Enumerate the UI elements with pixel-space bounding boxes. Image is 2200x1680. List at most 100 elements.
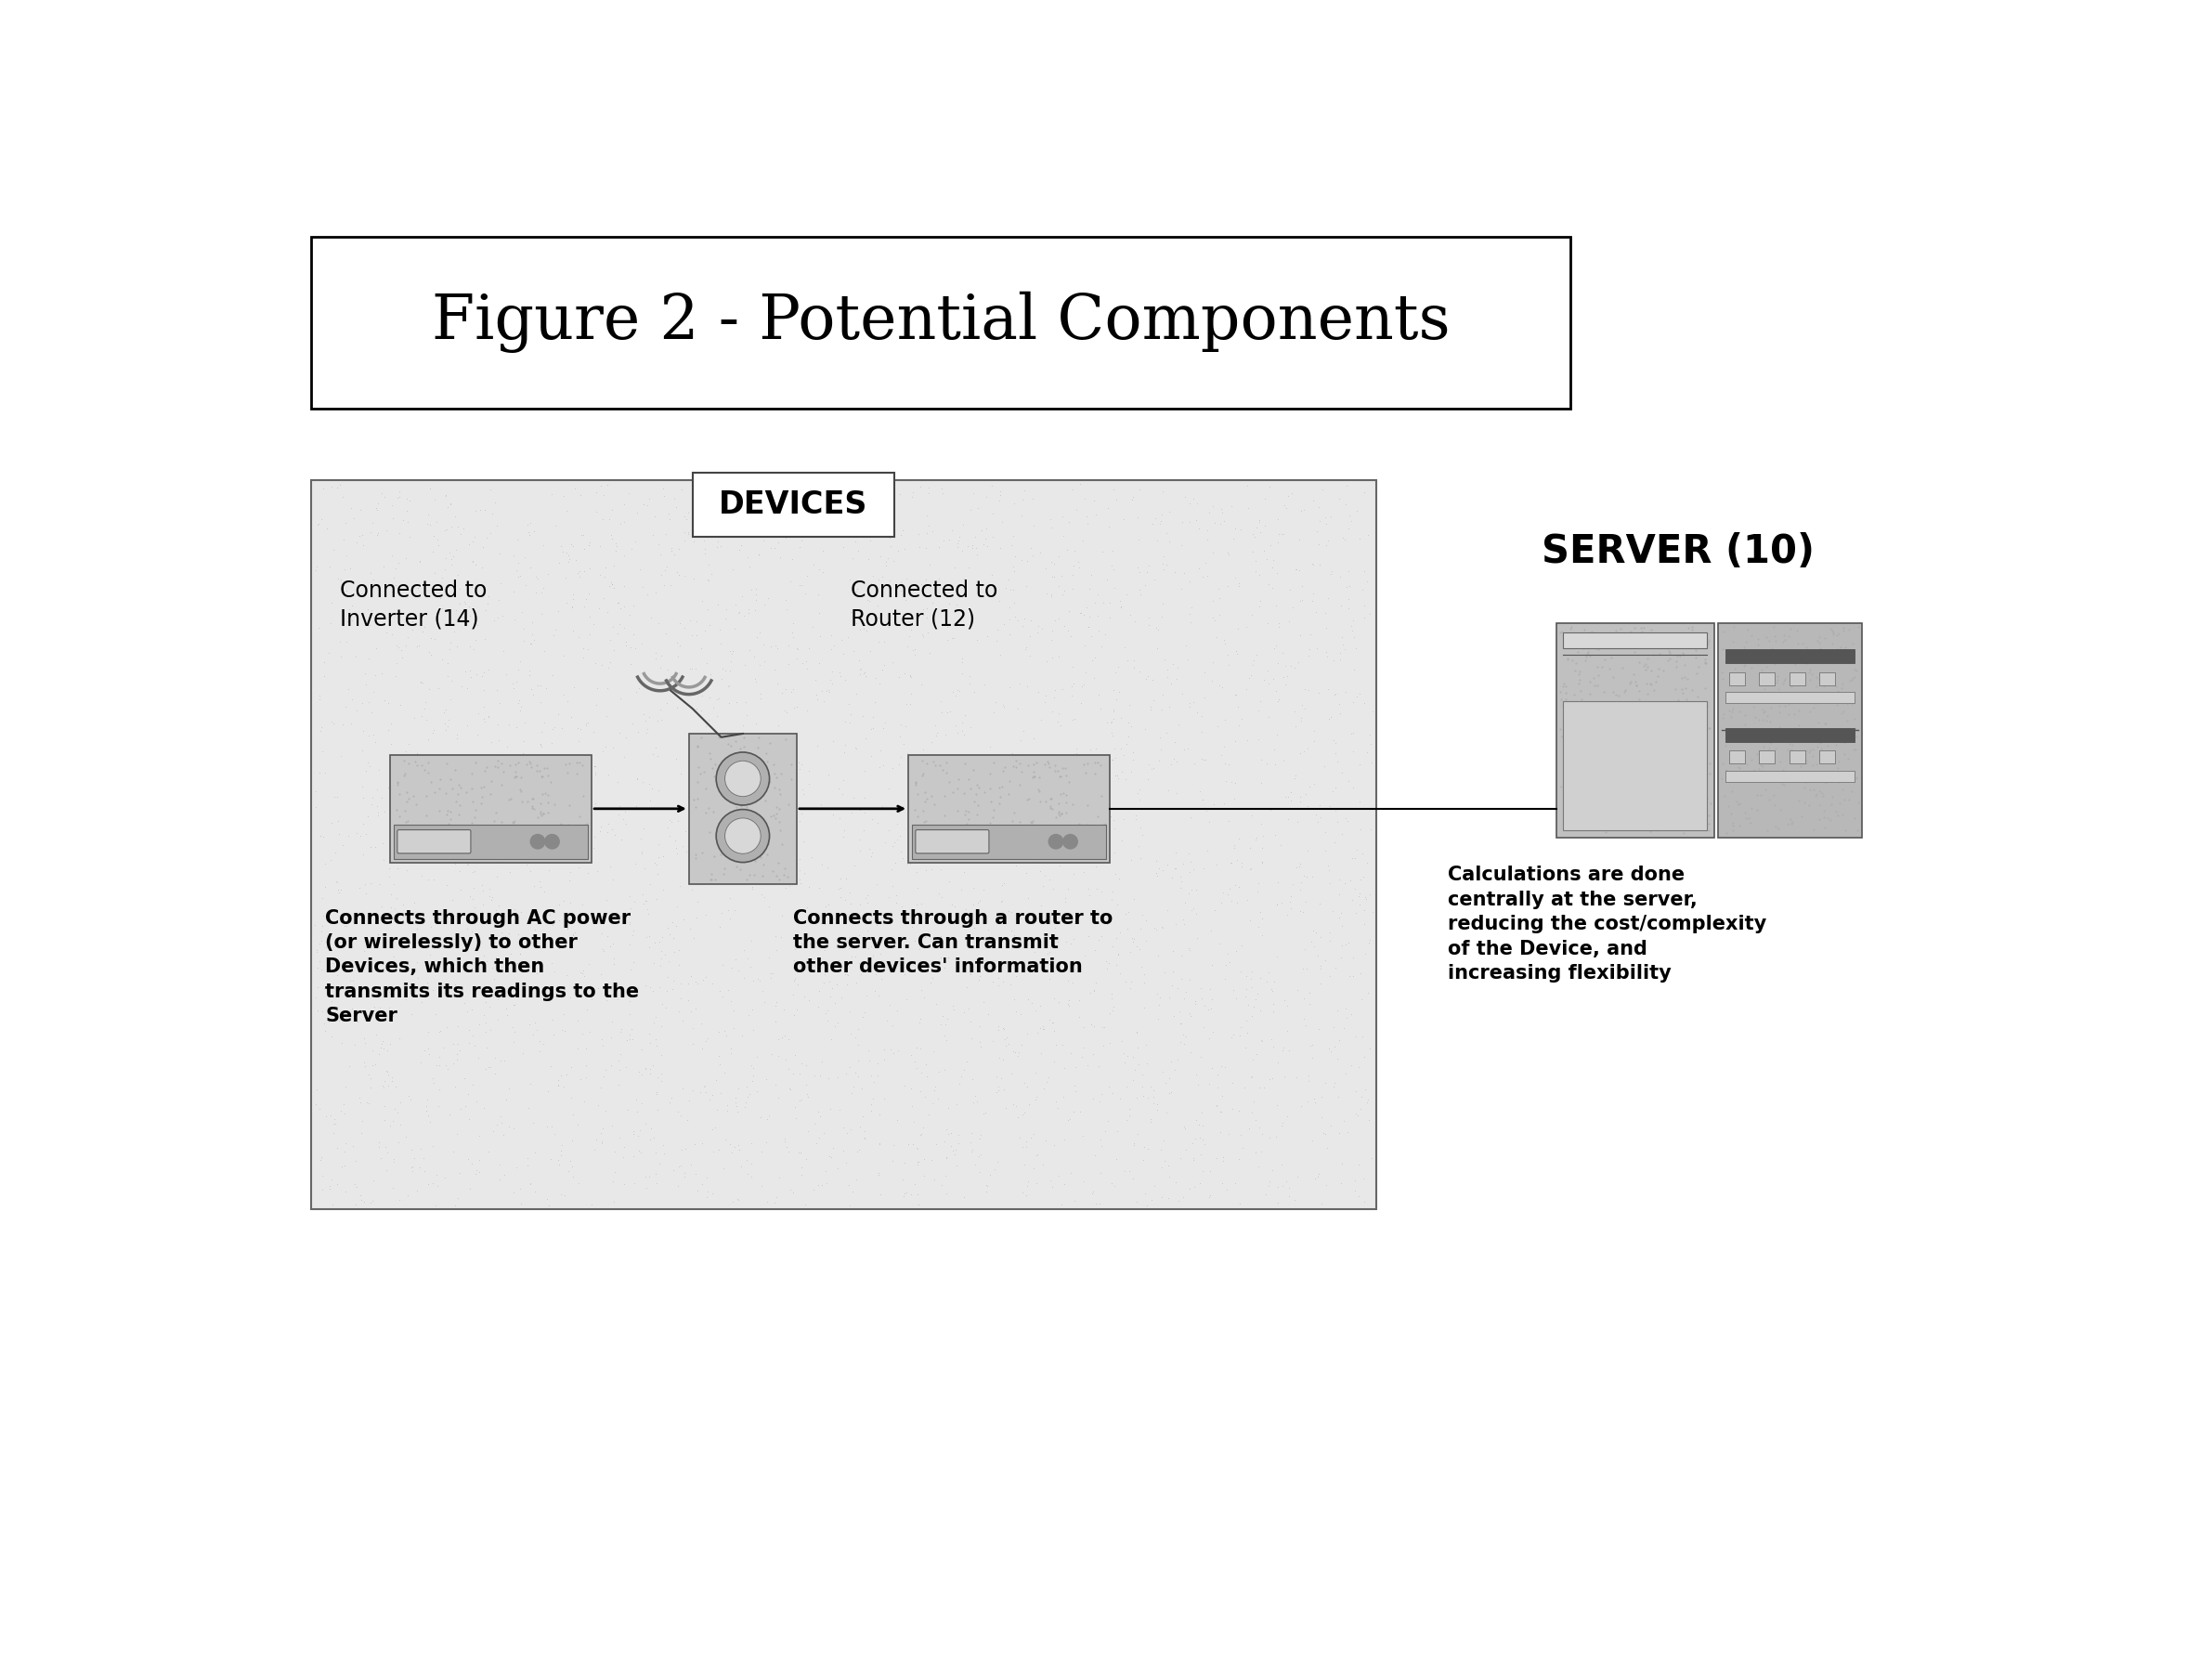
Point <box>1168 1023 1203 1050</box>
Point <box>471 702 506 729</box>
Point <box>1065 672 1100 699</box>
Point <box>649 553 684 580</box>
Point <box>733 1080 768 1107</box>
Point <box>1120 1052 1155 1079</box>
Point <box>609 632 645 659</box>
Point <box>1091 605 1126 632</box>
Point <box>557 919 592 946</box>
Point <box>1241 507 1276 534</box>
Point <box>403 1048 438 1075</box>
Point <box>1036 843 1071 870</box>
Point <box>717 1134 752 1161</box>
Point <box>957 916 992 942</box>
Point <box>807 911 843 937</box>
Point <box>675 877 711 904</box>
Point <box>735 1016 770 1043</box>
Point <box>328 694 363 721</box>
Point <box>411 941 447 968</box>
Point <box>627 707 662 734</box>
Point <box>1280 976 1316 1003</box>
Point <box>383 1089 418 1116</box>
Point <box>1230 885 1265 912</box>
Point <box>392 1082 427 1109</box>
Point <box>1034 1168 1069 1194</box>
Point <box>1192 976 1228 1003</box>
Point <box>884 845 920 872</box>
Point <box>1115 1166 1151 1193</box>
Point <box>924 830 959 857</box>
Point <box>367 976 403 1003</box>
Point <box>1140 617 1175 643</box>
Point <box>1157 1057 1192 1084</box>
Point <box>735 875 770 902</box>
Point <box>1067 632 1102 659</box>
Point <box>1302 924 1338 951</box>
Point <box>1269 494 1305 521</box>
Point <box>759 922 794 949</box>
Point <box>1120 1188 1155 1215</box>
Point <box>1012 766 1047 793</box>
Point <box>557 842 592 869</box>
Point <box>968 1099 1003 1126</box>
Point <box>1338 1100 1373 1127</box>
Point <box>895 914 931 941</box>
Point <box>792 771 827 798</box>
Point <box>554 581 590 608</box>
Point <box>640 531 675 558</box>
Point <box>816 727 851 754</box>
Point <box>427 517 462 544</box>
Point <box>840 922 876 949</box>
Point <box>400 575 436 601</box>
Point <box>950 744 986 771</box>
Point <box>1234 662 1269 689</box>
Point <box>592 654 627 680</box>
Point <box>612 911 647 937</box>
Point <box>1107 969 1142 996</box>
Point <box>612 1021 647 1048</box>
Point <box>713 672 748 699</box>
Point <box>1067 601 1102 628</box>
Point <box>755 778 790 805</box>
Point <box>535 949 570 976</box>
Point <box>429 716 464 743</box>
Point <box>502 687 537 714</box>
Point <box>977 746 1012 773</box>
Point <box>495 1013 530 1040</box>
Point <box>744 1173 779 1200</box>
Point <box>1118 806 1153 833</box>
Point <box>746 591 781 618</box>
Point <box>1287 984 1322 1011</box>
Point <box>1269 1018 1305 1045</box>
Point <box>598 538 634 564</box>
Point <box>1074 979 1109 1006</box>
Point <box>711 674 746 701</box>
Point <box>612 909 647 936</box>
Point <box>968 1178 1003 1205</box>
Point <box>642 927 678 954</box>
Point <box>634 603 669 630</box>
Point <box>334 685 370 712</box>
Point <box>1177 988 1212 1015</box>
Point <box>746 823 781 850</box>
Point <box>374 731 409 758</box>
Point <box>678 924 713 951</box>
Point <box>823 627 858 654</box>
Point <box>381 479 416 506</box>
Point <box>436 887 471 914</box>
Point <box>1210 640 1245 667</box>
Point <box>851 934 887 961</box>
Point <box>506 837 541 864</box>
Point <box>686 519 722 546</box>
Point <box>1221 570 1256 596</box>
Point <box>317 1110 352 1137</box>
Point <box>862 941 898 968</box>
Point <box>590 472 625 499</box>
Point <box>407 613 442 640</box>
Point <box>392 748 427 774</box>
Point <box>638 638 673 665</box>
Point <box>1296 771 1331 798</box>
Point <box>306 1176 341 1203</box>
Point <box>585 1033 620 1060</box>
Point <box>860 605 895 632</box>
Point <box>1126 969 1162 996</box>
